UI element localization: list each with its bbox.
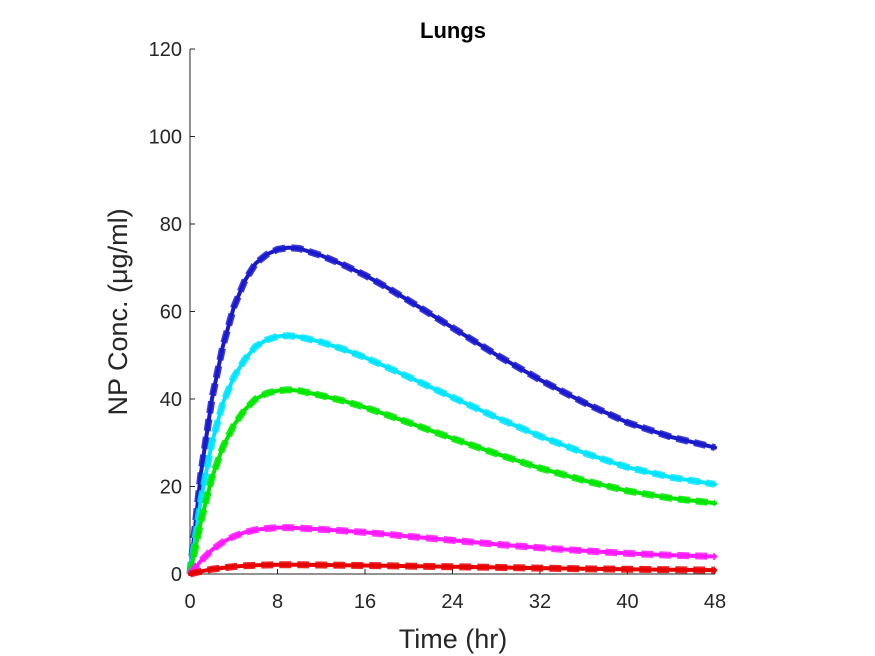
x-tick-label: 8 [272,591,283,613]
axes [189,49,715,575]
series-band-2 [186,332,716,575]
y-tick-label: 40 [160,389,182,411]
series-band-5 [189,561,716,578]
series-group [186,244,717,578]
series-line-3 [188,387,717,576]
y-ticks: 0 20 40 60 80 100 120 [149,39,195,586]
series-band-1 [186,244,716,575]
x-tick-label: 40 [616,591,638,613]
series-band-4 [187,524,716,577]
y-tick-label: 120 [149,39,182,61]
chart-title: Lungs [420,18,486,43]
y-tick-label: 100 [149,127,182,149]
y-tick-label: 60 [160,302,182,324]
x-tick-label: 32 [529,591,551,613]
y-tick-label: 80 [160,214,182,236]
y-tick-label: 0 [171,564,182,586]
x-axis-label: Time (hr) [399,624,508,654]
series-band-3 [186,386,716,575]
x-tick-label: 0 [184,591,195,613]
y-tick-label: 20 [160,477,182,499]
x-tick-label: 24 [441,591,463,613]
y-axis-label: NP Conc. (μg/ml) [103,208,133,415]
x-tick-label: 16 [354,591,376,613]
x-tick-label: 48 [704,591,726,613]
x-ticks: 0 8 16 24 32 40 48 [184,569,726,613]
